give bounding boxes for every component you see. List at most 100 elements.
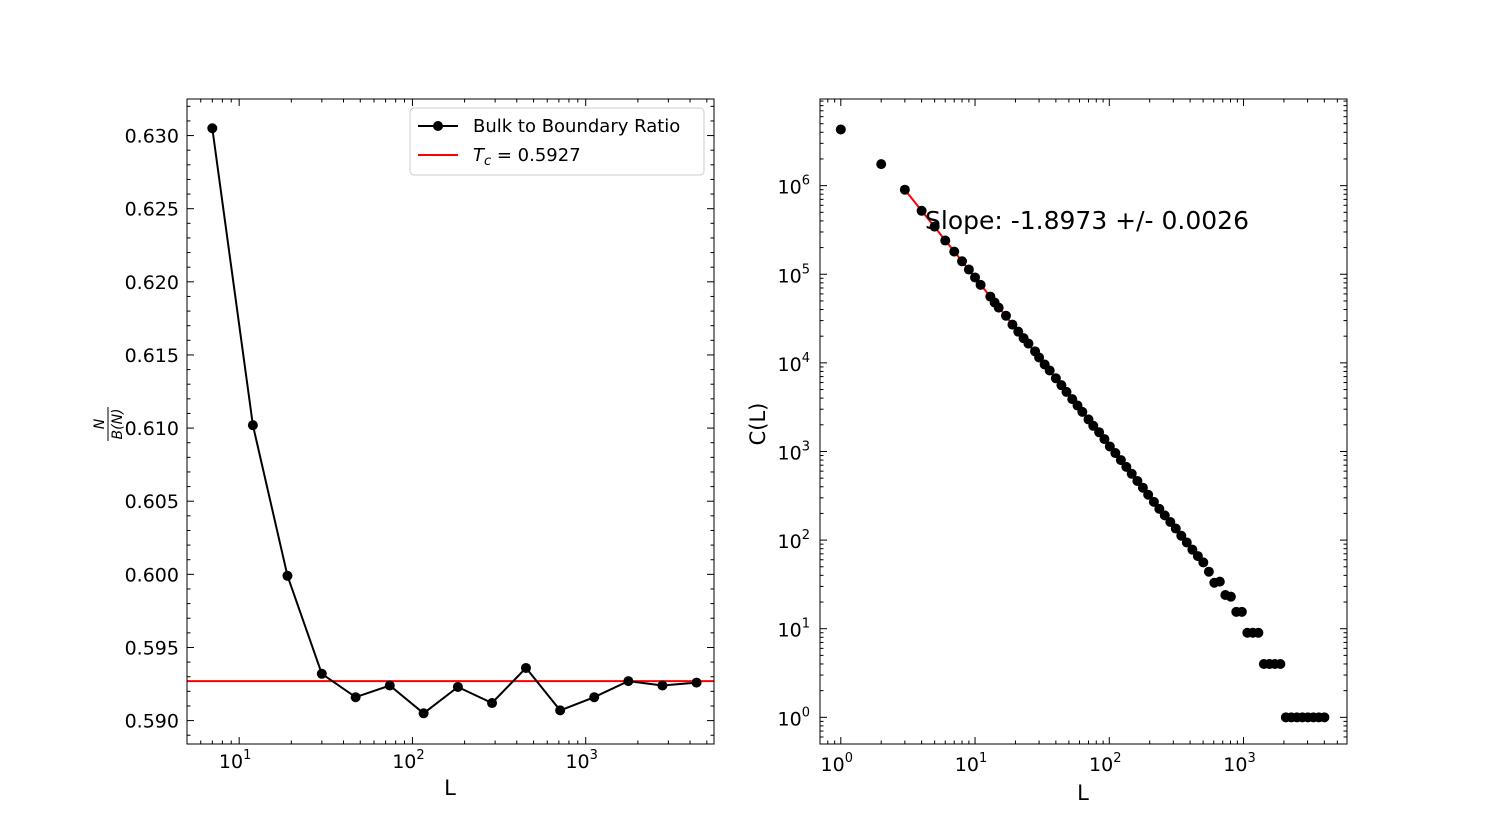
x-tick-label-base: 10 [821,754,845,776]
y-tick-label: 0.605 [125,491,179,513]
y-tick-label-exp: 1 [802,617,810,632]
y-tick-label: 0.590 [125,711,179,733]
data-point [916,205,927,216]
left-x-axis-label: L [444,776,456,800]
y-tick-label: 0.630 [125,126,179,148]
data-point [1126,468,1137,479]
data-point [1110,448,1121,459]
x-tick-label: 101 [955,751,987,776]
data-point [1121,461,1132,472]
data-point [929,221,940,232]
data-point [963,264,974,275]
x-tick-label-exp: 3 [590,748,598,763]
data-point [589,692,600,703]
data-point [1077,406,1088,417]
left-legend: Bulk to Boundary Ratio Tc = 0.5927 [409,107,705,176]
left-y-axis-label-denominator: B(N) [110,408,126,439]
data-point [975,279,986,290]
y-tick-label-exp: 3 [802,439,810,454]
data-point [487,698,498,709]
x-tick-label-exp: 0 [845,751,853,766]
x-tick-label-exp: 1 [243,748,251,763]
x-tick-label-base: 10 [955,754,979,776]
data-point [993,302,1004,313]
x-tick-label-base: 10 [1223,754,1247,776]
y-tick-label: 105 [778,262,810,287]
x-tick-label-exp: 2 [416,748,424,763]
data-point [876,159,887,170]
legend-swatch-marker [433,121,443,131]
data-point [1104,441,1115,452]
data-point [970,272,981,283]
data-point [1088,420,1099,431]
data-point [835,124,846,135]
data-point [949,246,960,257]
y-tick-label-base: 10 [778,620,802,642]
y-tick-label-exp: 2 [802,528,810,543]
data-point [520,662,531,673]
data-point [1176,530,1187,541]
data-point [1050,373,1061,384]
x-tick-label-base: 10 [565,751,589,773]
x-tick-label: 100 [821,751,853,776]
legend-ref-symbol: T [473,145,486,166]
data-point [1034,352,1045,363]
data-point [1165,517,1176,528]
x-tick-label-base: 10 [1089,754,1113,776]
legend-box [409,107,705,176]
data-point [1148,496,1159,507]
y-tick-label-base: 10 [778,177,802,199]
data-point [350,692,361,703]
data-point [1214,576,1225,587]
legend-entry-series: Bulk to Boundary Ratio [473,116,680,137]
data-point [1170,523,1181,534]
x-tick-label: 103 [565,748,597,773]
legend-entry-reference: Tc = 0.5927 [473,145,581,169]
data-point [957,256,968,267]
data-point [1044,365,1055,376]
data-point [207,123,218,134]
data-point [1000,310,1011,321]
y-tick-label: 101 [778,617,810,642]
data-point [1023,338,1034,349]
x-tick-label: 102 [1089,751,1121,776]
data-point [452,681,463,692]
x-tick-label-exp: 1 [979,751,987,766]
data-point [1319,712,1330,723]
legend-ref-value: = 0.5927 [491,145,581,166]
x-tick-label: 102 [392,748,424,773]
y-tick-label-base: 10 [778,265,802,287]
right-y-axis-label: C(L) [746,403,770,446]
x-tick-label-exp: 2 [1113,751,1121,766]
legend-ref-sub: c [484,154,491,169]
data-point [282,570,293,581]
data-point [1132,475,1143,486]
x-tick-label: 103 [1223,751,1255,776]
data-point [1225,591,1236,602]
data-point [657,680,668,691]
right-plot-frame [819,98,1348,745]
data-point [940,235,951,246]
left-ticks-layer: 0.590 0.595 0.600 0.605 0.610 0.615 0.620 0.625… [125,99,714,773]
y-tick-label: 100 [778,705,810,730]
x-tick-label-exp: 3 [1247,751,1255,766]
y-tick-label-exp: 6 [802,174,810,189]
data-point [1253,627,1264,638]
left-y-axis-label-numerator: N [92,418,108,429]
data-point [1203,566,1214,577]
data-point [623,676,634,687]
y-tick-label: 103 [778,439,810,464]
data-point [1198,557,1209,568]
y-tick-label-base: 10 [778,708,802,730]
y-tick-label-exp: 5 [802,262,810,277]
x-tick-label-base: 10 [219,751,243,773]
y-tick-label-exp: 0 [802,705,810,720]
data-point [1181,537,1192,548]
slope-annotation: Slope: -1.8973 +/- 0.0026 [925,206,1249,235]
y-tick-label: 0.615 [125,345,179,367]
y-tick-label-base: 10 [778,354,802,376]
